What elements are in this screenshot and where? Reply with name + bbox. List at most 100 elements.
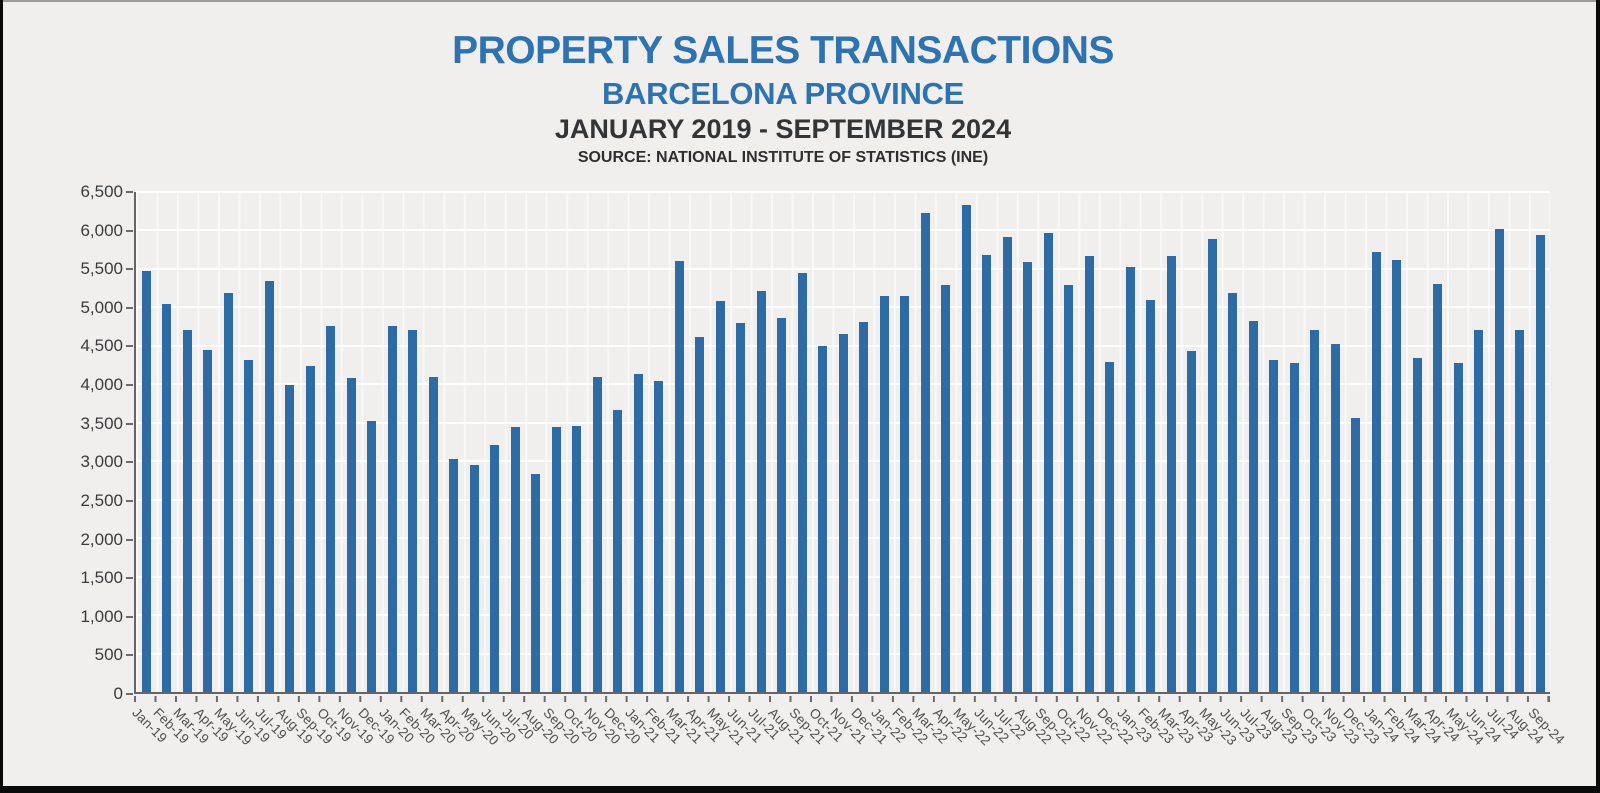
bar-Sep-23 — [1289, 362, 1299, 692]
bar-slot-May-20 — [464, 192, 485, 692]
bar-slot-Feb-20 — [403, 192, 424, 692]
bar-slot-Mar-20 — [423, 192, 444, 692]
y-axis-tick — [126, 229, 133, 232]
y-axis-label-2,000: 2,000 — [80, 529, 123, 549]
bar-May-24 — [1453, 362, 1463, 692]
bar-Jan-20 — [387, 325, 397, 692]
bar-Mar-24 — [1412, 358, 1422, 692]
bar-Apr-24 — [1433, 284, 1443, 692]
bar-slot-Apr-23 — [1182, 192, 1203, 692]
bar-Oct-21 — [818, 345, 828, 692]
bar-Jun-20 — [490, 445, 500, 692]
bar-May-23 — [1207, 238, 1217, 692]
bar-Jun-21 — [736, 322, 746, 692]
bar-slot-Apr-22 — [936, 192, 957, 692]
y-axis-tick — [126, 384, 133, 387]
bar-Apr-20 — [449, 458, 459, 692]
y-axis-tick — [126, 268, 133, 271]
y-axis-label-2,500: 2,500 — [80, 490, 123, 510]
bar-Jan-23 — [1125, 266, 1135, 692]
y-axis-tick — [126, 654, 133, 657]
bar-slot-Aug-19 — [280, 192, 301, 692]
bar-Sep-22 — [1043, 232, 1053, 692]
bar-slot-Jan-20 — [382, 192, 403, 692]
bar-Jul-19 — [264, 281, 274, 692]
bar-slot-Nov-20 — [587, 192, 608, 692]
bar-Dec-20 — [613, 409, 623, 692]
bar-Jan-22 — [879, 295, 889, 692]
bar-slot-Nov-21 — [833, 192, 854, 692]
bar-slot-Apr-24 — [1428, 192, 1449, 692]
bar-Nov-22 — [1084, 255, 1094, 692]
y-axis-label-5,500: 5,500 — [80, 259, 123, 279]
bar-slot-Dec-23 — [1346, 192, 1367, 692]
bar-slot-May-21 — [710, 192, 731, 692]
y-axis-label-3,000: 3,000 — [80, 452, 123, 472]
bar-slot-May-22 — [956, 192, 977, 692]
chart-header: PROPERTY SALES TRANSACTIONS BARCELONA PR… — [3, 30, 1563, 167]
bar-slot-Mar-24 — [1407, 192, 1428, 692]
bar-Feb-19 — [162, 303, 172, 692]
y-axis-tick — [126, 191, 133, 193]
bar-slot-Jan-24 — [1366, 192, 1387, 692]
bar-Apr-19 — [203, 350, 213, 692]
bar-slot-Oct-23 — [1305, 192, 1326, 692]
y-axis-tick — [126, 499, 133, 502]
chart-title: PROPERTY SALES TRANSACTIONS — [452, 29, 1114, 72]
bar-slot-Mar-22 — [915, 192, 936, 692]
gridline — [136, 306, 1550, 309]
bar-Aug-24 — [1515, 330, 1525, 692]
bar-slot-Nov-23 — [1325, 192, 1346, 692]
bar-slot-Oct-20 — [567, 192, 588, 692]
bar-chart: 0 500 1,000 1,500 2,000 2,500 3,000 3,500 4,000 4… — [3, 2, 1596, 786]
bar-Jan-21 — [633, 374, 643, 692]
bar-Feb-24 — [1392, 259, 1402, 692]
y-axis-tick — [126, 615, 133, 618]
bar-Jul-20 — [510, 427, 520, 692]
bar-slot-Feb-21 — [649, 192, 670, 692]
y-axis-label-4,500: 4,500 — [80, 336, 123, 356]
bar-Oct-19 — [326, 325, 336, 692]
bar-Jul-22 — [1002, 237, 1012, 692]
bar-Aug-19 — [285, 385, 295, 692]
bar-slot-Jul-21 — [751, 192, 772, 692]
bar-Sep-21 — [797, 272, 807, 692]
bar-Feb-22 — [900, 295, 910, 692]
bar-slot-Mar-19 — [177, 192, 198, 692]
bar-slot-Feb-23 — [1141, 192, 1162, 692]
bar-slot-Oct-22 — [1059, 192, 1080, 692]
y-axis-label-500: 500 — [94, 645, 123, 665]
y-axis-label-0: 0 — [113, 684, 123, 703]
bar-slot-May-23 — [1202, 192, 1223, 692]
bar-slot-Dec-19 — [362, 192, 383, 692]
bar-Sep-24 — [1535, 235, 1545, 692]
y-axis-label-3,500: 3,500 — [80, 413, 123, 433]
bar-Nov-21 — [838, 333, 848, 692]
bar-Mar-23 — [1166, 255, 1176, 692]
bar-Dec-22 — [1105, 362, 1115, 692]
bar-slot-Aug-20 — [526, 192, 547, 692]
chart-canvas: PROPERTY SALES TRANSACTIONS BARCELONA PR… — [3, 0, 1596, 786]
bar-slot-Jul-20 — [505, 192, 526, 692]
bar-slot-Aug-23 — [1264, 192, 1285, 692]
bar-Dec-23 — [1351, 418, 1361, 692]
y-axis-label-4,000: 4,000 — [80, 375, 123, 395]
bar-Aug-23 — [1269, 359, 1279, 692]
y-axis-tick — [126, 461, 133, 464]
gridline — [136, 229, 1550, 232]
bar-Oct-22 — [1064, 285, 1074, 692]
bar-Apr-23 — [1187, 351, 1197, 692]
bar-Feb-23 — [1146, 299, 1156, 692]
bar-slot-Jan-21 — [628, 192, 649, 692]
y-axis-tick — [126, 577, 133, 580]
bar-May-19 — [223, 292, 233, 692]
x-axis-ticks — [134, 696, 1550, 702]
bar-May-22 — [961, 205, 971, 692]
bar-Oct-20 — [572, 425, 582, 692]
bar-slot-Jun-23 — [1223, 192, 1244, 692]
chart-source-label: SOURCE: NATIONAL INSTITUTE OF STATISTICS… — [577, 149, 989, 166]
bar-Jul-21 — [756, 291, 766, 692]
bar-slot-Feb-22 — [895, 192, 916, 692]
bar-slot-Jun-22 — [977, 192, 998, 692]
